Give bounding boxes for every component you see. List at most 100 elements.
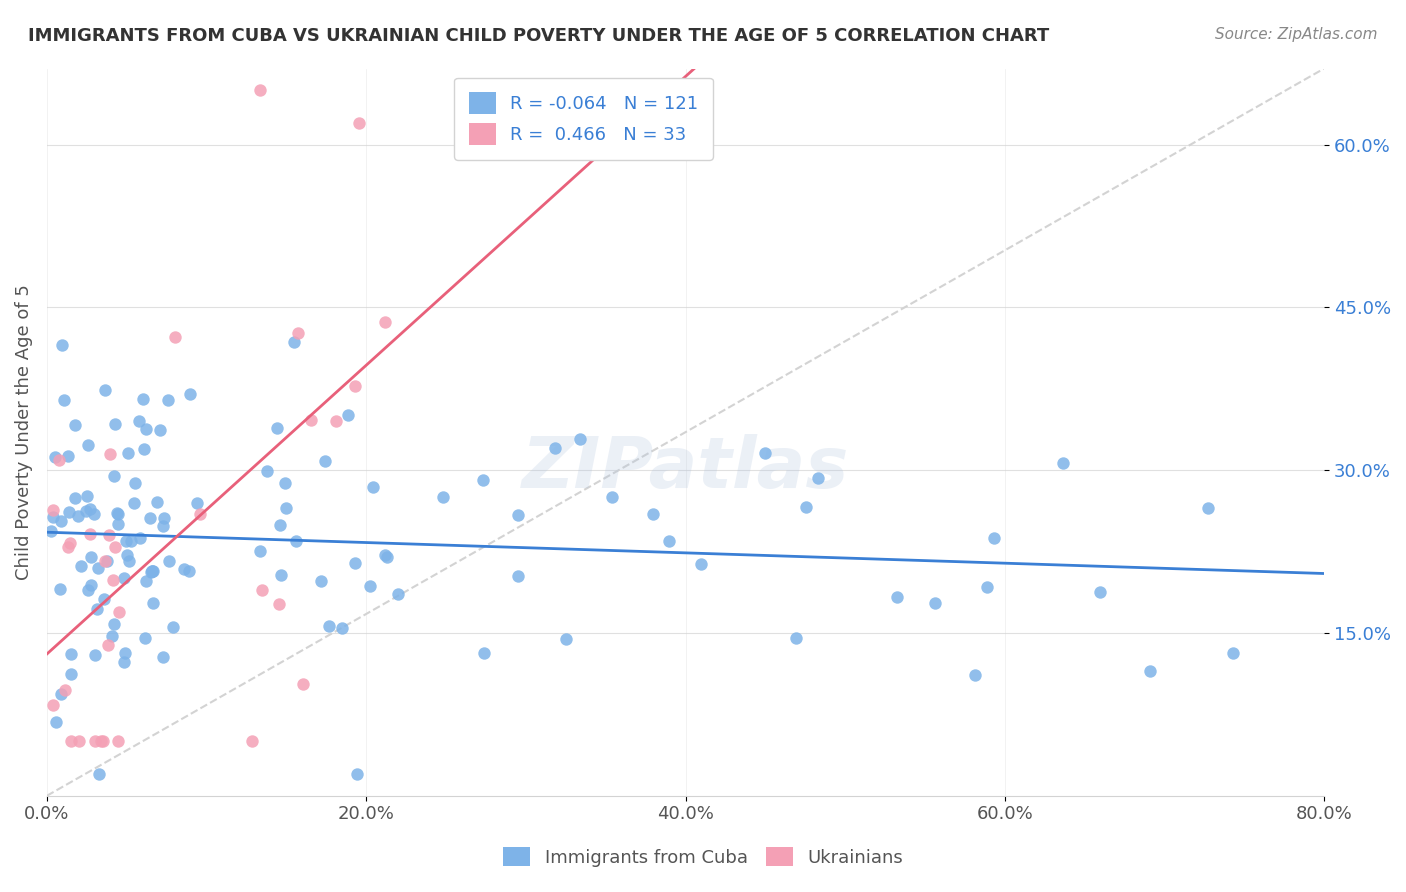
Legend: Immigrants from Cuba, Ukrainians: Immigrants from Cuba, Ukrainians (496, 840, 910, 874)
Point (101, 629, 124, 643)
Point (107, 734, 129, 748)
Point (83, 508, 105, 522)
Point (79, 501, 101, 516)
Point (51, 338, 73, 352)
Point (274, 476, 297, 491)
Point (58, 506, 80, 520)
Point (87, 561, 110, 575)
Point (98, 447, 121, 461)
Point (48, 453, 70, 467)
Point (132, 442, 155, 457)
Point (188, 507, 211, 521)
Point (806, 471, 828, 485)
Point (98, 528, 121, 542)
Point (58, 541, 80, 555)
Point (89, 734, 111, 748)
Point (107, 516, 129, 531)
Point (256, 465, 278, 479)
Point (67, 734, 90, 748)
Point (115, 533, 138, 548)
Point (59, 647, 82, 661)
Point (117, 446, 139, 460)
Point (508, 508, 530, 522)
Point (600, 490, 623, 504)
Point (94, 383, 117, 397)
Point (269, 597, 291, 611)
Point (93, 591, 115, 606)
Point (325, 414, 347, 428)
Point (1222, 646, 1244, 660)
Point (94, 554, 117, 568)
Legend: R = -0.064   N = 121, R =  0.466   N = 33: R = -0.064 N = 121, R = 0.466 N = 33 (454, 78, 713, 160)
Point (1197, 501, 1219, 516)
Point (83, 648, 105, 662)
Point (86, 602, 108, 616)
Point (63, 417, 86, 432)
Point (276, 501, 298, 516)
Point (965, 668, 987, 682)
Point (134, 631, 156, 645)
Point (240, 734, 263, 748)
Point (142, 564, 165, 578)
Point (141, 565, 163, 579)
Point (39, 524, 62, 538)
Point (103, 616, 125, 631)
Point (132, 392, 155, 406)
Point (785, 631, 807, 645)
Point (156, 393, 179, 408)
Point (53, 683, 76, 698)
Point (375, 549, 398, 564)
Point (330, 621, 353, 635)
Point (387, 587, 409, 601)
Point (249, 83, 271, 97)
Point (976, 581, 998, 595)
Point (318, 619, 340, 633)
Point (80, 578, 103, 592)
Point (122, 496, 145, 510)
Point (104, 417, 127, 432)
Point (75, 504, 97, 518)
Point (49, 582, 72, 597)
Point (44, 450, 66, 464)
Point (124, 475, 146, 490)
Point (79, 527, 101, 541)
Point (374, 549, 396, 563)
Point (45, 715, 67, 730)
Point (472, 473, 495, 487)
Point (269, 517, 291, 532)
Point (373, 315, 395, 329)
Point (63, 491, 86, 506)
Point (153, 511, 176, 525)
Point (70, 558, 93, 573)
Point (114, 571, 136, 585)
Point (924, 596, 946, 610)
Point (658, 533, 681, 548)
Point (165, 329, 187, 343)
Point (51, 687, 73, 701)
Point (179, 387, 201, 401)
Point (886, 591, 908, 605)
Point (77, 438, 100, 452)
Point (754, 446, 776, 460)
Point (118, 554, 141, 568)
Point (177, 564, 200, 578)
Point (104, 540, 127, 554)
Point (287, 326, 309, 341)
Point (152, 649, 174, 664)
Point (152, 518, 174, 533)
Point (97, 638, 120, 652)
Point (285, 534, 308, 549)
Text: Source: ZipAtlas.com: Source: ZipAtlas.com (1215, 27, 1378, 42)
Point (128, 414, 150, 428)
Point (689, 557, 711, 571)
Point (120, 533, 142, 548)
Point (432, 490, 454, 504)
Point (349, 116, 371, 130)
Point (53, 392, 76, 407)
Point (87, 767, 110, 781)
Point (135, 422, 157, 436)
Point (157, 554, 180, 568)
Point (59, 535, 82, 549)
Point (129, 532, 152, 546)
Point (794, 500, 817, 514)
